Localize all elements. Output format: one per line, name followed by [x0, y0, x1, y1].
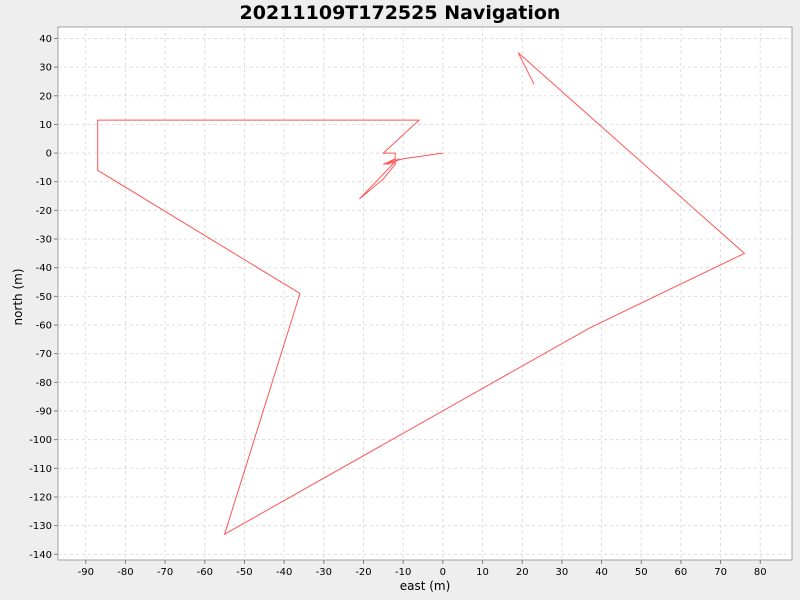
y-tick-label: -140	[29, 550, 52, 561]
grid-lines	[58, 27, 792, 560]
navigation-track-line	[97, 52, 746, 536]
x-tick-label: 20	[516, 567, 529, 578]
y-axis-label: north (m)	[11, 268, 25, 325]
series-layer	[97, 52, 746, 536]
y-tick-label: 20	[39, 91, 52, 102]
y-tick-label: -10	[36, 177, 52, 188]
y-tick-label: -120	[29, 492, 52, 503]
y-tick-label: -80	[36, 378, 52, 389]
x-tick-label: 30	[556, 567, 569, 578]
x-tick-label: -20	[355, 567, 371, 578]
x-tick-label: 0	[440, 567, 446, 578]
x-tick-label: -40	[276, 567, 292, 578]
x-tick-label: -30	[316, 567, 332, 578]
y-axis-ticks: 40 30 20 10 0 -10 -20 -30 -40 -50 -60 -70 -80 -90 -100…	[29, 34, 58, 561]
y-tick-label: -60	[36, 321, 52, 332]
y-tick-label: -40	[36, 263, 52, 274]
y-tick-label: -70	[36, 349, 52, 360]
x-tick-label: 60	[675, 567, 688, 578]
x-axis-ticks: -90 -80 -70 -60 -50 -40 -30 -20 -10 0 10 20 30 40 50 60…	[78, 560, 767, 578]
x-tick-label: -10	[395, 567, 411, 578]
x-tick-label: 50	[635, 567, 648, 578]
y-tick-label: -30	[36, 235, 52, 246]
chart-title: 20211109T172525 Navigation	[240, 2, 561, 24]
x-tick-label: -70	[157, 567, 173, 578]
y-tick-label: 40	[39, 34, 52, 45]
y-tick-label: -90	[36, 406, 52, 417]
plot-area	[57, 26, 793, 561]
y-tick-label: -20	[36, 206, 52, 217]
x-tick-label: 80	[754, 567, 767, 578]
y-tick-label: -110	[29, 464, 52, 475]
y-tick-label: 30	[39, 63, 52, 74]
x-axis-label: east (m)	[400, 579, 451, 593]
x-tick-label: -60	[197, 567, 213, 578]
x-tick-label: -50	[236, 567, 252, 578]
y-tick-label: -130	[29, 521, 52, 532]
y-tick-label: -50	[36, 292, 52, 303]
y-tick-label: 10	[39, 120, 52, 131]
y-tick-label: 0	[46, 149, 52, 160]
x-tick-label: -80	[117, 567, 133, 578]
y-tick-label: -100	[29, 435, 52, 446]
x-tick-label: -90	[78, 567, 94, 578]
x-tick-label: 10	[476, 567, 489, 578]
x-tick-label: 40	[595, 567, 608, 578]
x-tick-label: 70	[714, 567, 727, 578]
